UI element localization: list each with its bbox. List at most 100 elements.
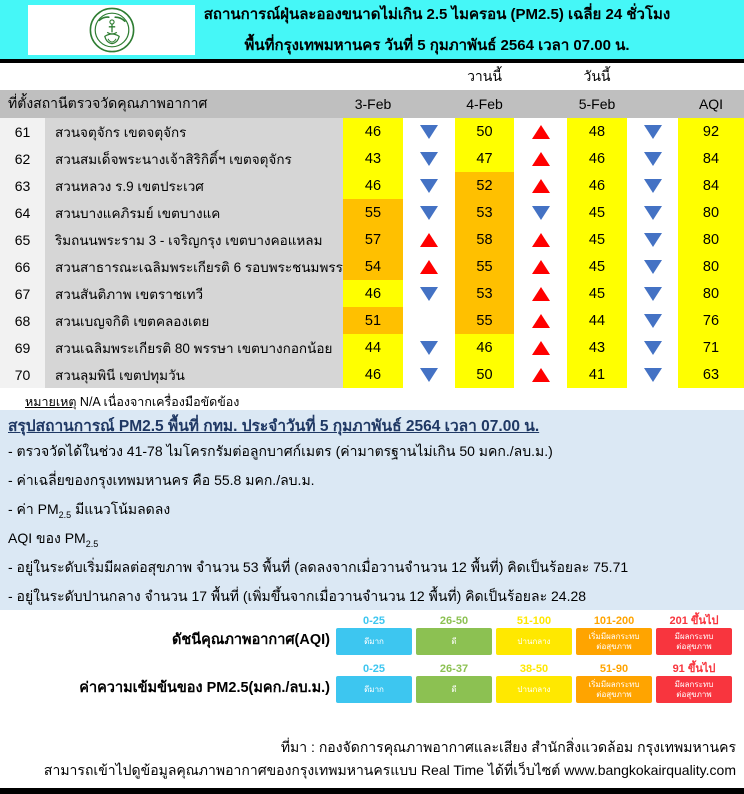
trend-cell	[514, 226, 567, 253]
legend-section: ดัชนีคุณภาพอากาศ(AQI) 0-25 ดีมาก 26-50 ดี 51-…	[0, 610, 744, 703]
trend-cell	[514, 172, 567, 199]
pm25-value: 45	[567, 280, 627, 307]
trend-cell	[627, 226, 678, 253]
station-id: 70	[0, 361, 45, 388]
trend-cell	[403, 118, 455, 145]
pm25-value: 48	[567, 118, 627, 145]
trend-cell	[514, 361, 567, 388]
legend-level: 201 ขึ้นไป มีผลกระทบ ต่อสุขภาพ	[656, 614, 732, 655]
station-id: 62	[0, 145, 45, 172]
legend-range-label: 0-25	[362, 663, 386, 675]
realtime-line: สามารถเข้าไปดูข้อมูลคุณภาพอากาศของกรุงเท…	[43, 762, 736, 778]
legend-range-label: 201 ขึ้นไป	[669, 615, 719, 627]
arrow-down-icon	[643, 151, 662, 166]
arrow-up-icon	[420, 232, 438, 247]
legend-label: ค่าความเข้มข้นของ PM2.5(มคก./ลบ.ม.)	[79, 680, 330, 696]
pm25-value: 55	[455, 253, 514, 280]
trend-cell	[627, 361, 678, 388]
trend-cell	[627, 172, 678, 199]
trend-cell	[514, 199, 567, 226]
table-day-labels: วานนี้ วันนี้	[0, 63, 744, 90]
station-name: สวนจตุจักร เขตจตุจักร	[45, 118, 343, 145]
header-divider	[0, 59, 744, 63]
station-name: สวนเฉลิมพระเกียรติ 80 พรรษา เขตบางกอกน้อ…	[45, 334, 343, 361]
station-name: สวนลุมพินี เขตปทุมวัน	[45, 361, 343, 388]
table-footnote: หมายเหตุ N/A เนื่องจากเครื่องมือขัดข้อง	[0, 388, 744, 410]
station-name: สวนบางแคภิรมย์ เขตบางแค	[45, 199, 343, 226]
pm25-value: 55	[455, 307, 514, 334]
aqi-value: 92	[678, 118, 744, 145]
arrow-down-icon	[643, 313, 662, 328]
trend-cell	[514, 280, 567, 307]
station-id: 68	[0, 307, 45, 334]
source-line: ที่มา : กองจัดการคุณภาพอากาศและเสียง สำน…	[280, 739, 736, 755]
arrow-down-icon	[531, 205, 550, 220]
trend-cell	[514, 307, 567, 334]
bma-logo	[28, 5, 195, 55]
table-row: 67 สวนสันติภาพ เขตราชเทวี 46 53 45 80	[0, 280, 744, 307]
station-id: 64	[0, 199, 45, 226]
pm25-value: 46	[343, 280, 403, 307]
trend-cell	[514, 253, 567, 280]
station-id: 66	[0, 253, 45, 280]
footnote-label: หมายเหตุ	[25, 395, 77, 409]
aqi-value: 63	[678, 361, 744, 388]
legend-level: 51-90 เริ่มมีผลกระทบ ต่อสุขภาพ	[576, 662, 652, 703]
pm25-value: 44	[567, 307, 627, 334]
bottom-border	[0, 788, 744, 794]
station-name: สวนหลวง ร.9 เขตประเวศ	[45, 172, 343, 199]
legend-level-box: ดี	[416, 676, 492, 703]
trend-cell	[403, 334, 455, 361]
arrow-down-icon	[420, 205, 438, 220]
table-row: 66 สวนสาธารณะเฉลิมพระเกียรติ 6 รอบพระชนมพ…	[0, 253, 744, 280]
legend-range-label: 26-50	[439, 615, 469, 627]
trend-cell	[403, 307, 455, 334]
station-id: 65	[0, 226, 45, 253]
table-row: 64 สวนบางแคภิรมย์ เขตบางแค 55 53 45 80	[0, 199, 744, 226]
station-name: ริมถนนพระราม 3 - เจริญกรุง เขตบางคอแหลม	[45, 226, 343, 253]
bma-seal-icon	[89, 7, 134, 53]
pm25-value: 54	[343, 253, 403, 280]
trend-cell	[627, 199, 678, 226]
trend-cell	[514, 118, 567, 145]
station-name: สวนสันติภาพ เขตราชเทวี	[45, 280, 343, 307]
column-5feb: 5-Feb	[578, 96, 616, 112]
pm25-value: 53	[455, 199, 514, 226]
table-row: 63 สวนหลวง ร.9 เขตประเวศ 46 52 46 84	[0, 172, 744, 199]
column-station: ที่ตั้งสถานีตรวจวัดคุณภาพอากาศ	[8, 95, 208, 111]
pm25-value: 55	[343, 199, 403, 226]
arrow-up-icon	[531, 340, 550, 355]
legend-level: 0-25 ดีมาก	[336, 614, 412, 655]
arrow-up-icon	[531, 286, 550, 301]
legend-level: 51-100 ปานกลาง	[496, 614, 572, 655]
column-4feb: 4-Feb	[466, 96, 503, 112]
arrow-down-icon	[420, 367, 438, 382]
legend-label: ดัชนีคุณภาพอากาศ(AQI)	[172, 632, 330, 648]
aqi-value: 71	[678, 334, 744, 361]
pm25-value: 46	[455, 334, 514, 361]
table-row: 62 สวนสมเด็จพระนางเจ้าสิริกิติ์ฯ เขตจตุจั…	[0, 145, 744, 172]
arrow-up-icon	[531, 313, 550, 328]
arrow-up-icon	[420, 259, 438, 274]
legend-range-label: 26-37	[439, 663, 469, 675]
trend-cell	[627, 253, 678, 280]
trend-cell	[403, 199, 455, 226]
arrow-up-icon	[531, 178, 550, 193]
summary-bullet-range: - ตรวจวัดได้ในช่วง 41-78 ไมโครกรัมต่อลูก…	[8, 443, 553, 459]
pm25-value: 51	[343, 307, 403, 334]
trend-cell	[403, 145, 455, 172]
arrow-down-icon	[643, 205, 662, 220]
table-row: 68 สวนเบญจกิติ เขตคลองเตย 51 55 44 76	[0, 307, 744, 334]
arrow-down-icon	[420, 151, 438, 166]
arrow-down-icon	[643, 124, 662, 139]
arrow-down-icon	[643, 259, 662, 274]
column-aqi: AQI	[698, 96, 724, 112]
station-id: 61	[0, 118, 45, 145]
legend-level-box: เริ่มมีผลกระทบ ต่อสุขภาพ	[576, 628, 652, 655]
station-name: สวนสาธารณะเฉลิมพระเกียรติ 6 รอบพระชนมพรร…	[45, 253, 359, 280]
aqi-value: 80	[678, 280, 744, 307]
legend-level: 91 ขึ้นไป มีผลกระทบ ต่อสุขภาพ	[656, 662, 732, 703]
trend-cell	[514, 334, 567, 361]
aqi-value: 80	[678, 226, 744, 253]
